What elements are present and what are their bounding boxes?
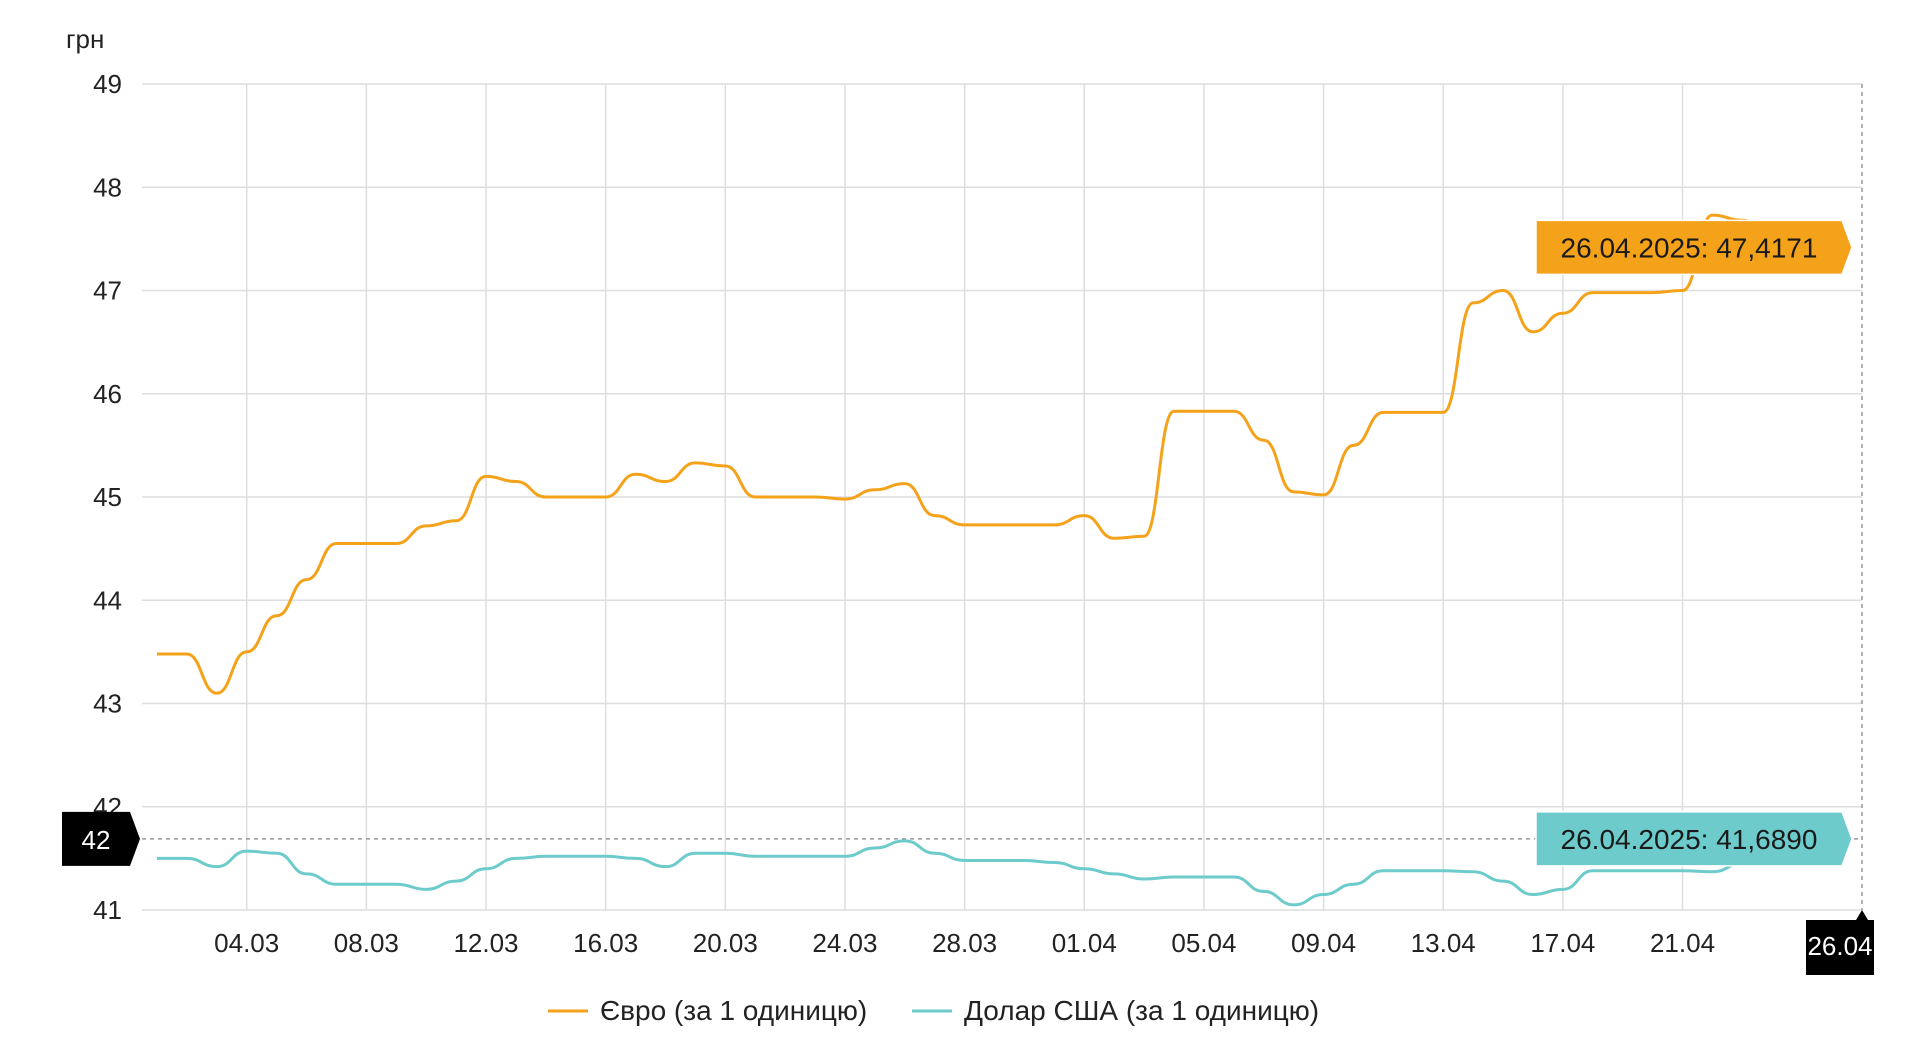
y-tick-label: 48	[93, 172, 122, 202]
x-tick-label: 20.03	[693, 928, 758, 958]
y-tick-label: 46	[93, 379, 122, 409]
y-tick-label: 41	[93, 895, 122, 925]
y-tick-label: 45	[93, 482, 122, 512]
series-line-0	[156, 213, 1833, 695]
y-tick-label: 43	[93, 689, 122, 719]
x-tick-label: 04.03	[214, 928, 279, 958]
tooltip-box	[1535, 219, 1853, 276]
legend-label: Євро (за 1 одиницю)	[600, 995, 867, 1026]
tooltip-label: 26.04.2025: 41,6890	[1561, 824, 1818, 855]
x-tick-label: 17.04	[1530, 928, 1595, 958]
series-lines	[156, 213, 1833, 907]
x-tick-label: 13.04	[1411, 928, 1476, 958]
series-line-1	[156, 837, 1833, 907]
x-tick-label: 08.03	[334, 928, 399, 958]
x-tick-label: 24.03	[812, 928, 877, 958]
crosshair-y-label: 42	[82, 825, 111, 855]
x-tick-label: 21.04	[1650, 928, 1715, 958]
x-tick-label: 16.03	[573, 928, 638, 958]
tooltips: 26.04.2025: 47,4171 26.04.2025: 41,6890	[1535, 219, 1853, 867]
tooltip-box	[1535, 811, 1853, 867]
x-tick-label: 12.03	[453, 928, 518, 958]
tooltip-label: 26.04.2025: 47,4171	[1561, 232, 1818, 263]
x-tick-label: 01.04	[1052, 928, 1117, 958]
crosshair-x-label-box	[1806, 910, 1874, 975]
y-tick-label: 44	[93, 585, 122, 615]
legend-label: Долар США (за 1 одиницю)	[964, 995, 1319, 1026]
y-tick-label: 49	[93, 69, 122, 99]
crosshair-y-label-box	[62, 811, 140, 866]
x-tick-label: 05.04	[1171, 928, 1236, 958]
legend: Євро (за 1 одиницю) Долар США (за 1 одини…	[548, 995, 1319, 1026]
grid-lines	[142, 83, 1862, 911]
x-tick-label: 28.03	[932, 928, 997, 958]
y-axis-unit-label: грн	[66, 24, 104, 54]
x-axis-ticks: 04.03 08.03 12.03 16.03 20.03 24.03 28.03 01.04…	[214, 928, 1715, 958]
crosshair-x-label: 26.04	[1807, 931, 1872, 961]
y-tick-label: 47	[93, 276, 122, 306]
x-tick-label: 09.04	[1291, 928, 1356, 958]
